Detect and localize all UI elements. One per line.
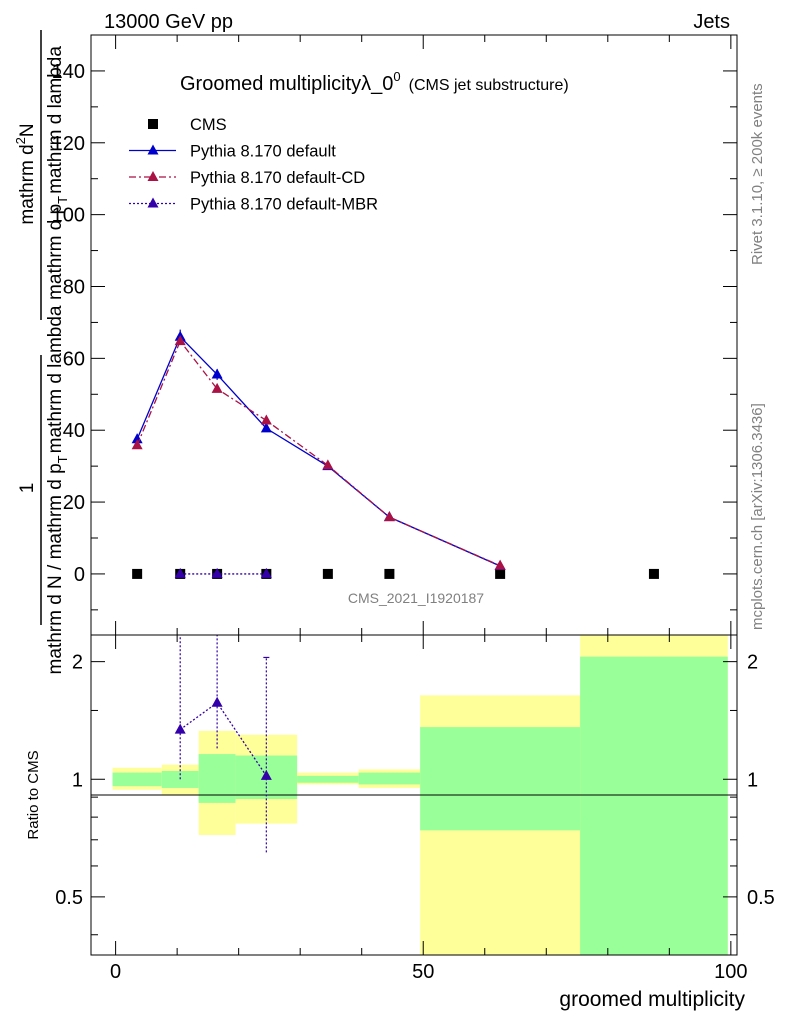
x-tick-label: 0 [110,961,121,983]
ratio-band-green [358,772,421,785]
main-ytick-label: 20 [63,492,85,514]
header-left: 13000 GeV pp [104,11,233,33]
chart-title: Groomed multiplicityλ_00(CMS jet substru… [180,69,569,95]
mbr-point [174,567,186,578]
cd-line [136,339,501,567]
ratio-ytick-label: 0.5 [55,887,83,909]
x-tick-label: 100 [714,961,747,983]
x-axis-label: groomed multiplicity [559,988,745,1011]
legend-label-cd: Pythia 8.170 default-CD [190,169,365,187]
cms-point [648,568,659,579]
cms-point [495,568,506,579]
main-series [131,329,659,579]
ylabel-num-2: mathrm d2N [13,123,38,224]
ratio-band-green [420,727,581,831]
mbr-ratio-point [260,769,272,780]
main-ytick-label: 40 [63,420,85,442]
legend-marker-default [147,144,159,155]
main-ytick-label: 0 [74,564,85,586]
main-ytick-label: 140 [52,61,85,83]
ratio-ytick-label: 1 [72,769,83,791]
ratio-series [174,635,272,853]
ratio-ytick-label-right: 1 [747,769,758,791]
ratio-frame [90,634,738,956]
ratio-band-green [297,775,359,783]
legend: CMS Pythia 8.170 default Pythia 8.170 defa… [129,116,378,214]
main-ylabel: 1 mathrm d N / mathrm d pTmathrm d lambd… [13,30,70,674]
legend-label-default: Pythia 8.170 default [190,143,336,161]
cms-point [384,568,395,579]
ratio-ytick-label-right: 0.5 [747,887,775,909]
default-point [131,433,143,444]
cd-point [260,414,272,425]
cd-point [322,459,334,470]
ratio-band-green [161,770,199,788]
cd-point [174,335,186,346]
mbr-ratio-point [174,723,186,734]
ratio-ylabel: Ratio to CMS [25,750,42,839]
main-ticks: 0 20 40 60 80 100 120 140 [52,34,737,635]
main-ytick-label: 100 [52,205,85,227]
ratio-plot: 0.5 0.5 1 1 2 2 0 50 100 Ratio to CMS groomed mu… [25,634,775,1011]
legend-label-cms: CMS [190,116,227,134]
cd-point [383,511,395,522]
mbr-point [211,567,223,578]
ratio-band-green [580,656,728,955]
x-tick-label: 50 [412,961,434,983]
cms-point [132,568,143,579]
ratio-ytick-label: 2 [72,652,83,674]
watermark: CMS_2021_I1920187 [348,590,484,606]
ratio-band-green [198,754,236,803]
ylabel-den-1: mathrm d N / mathrm d pTmathrm d lambda [45,305,70,674]
cms-point [322,568,333,579]
main-ytick-label: 60 [63,348,85,370]
cd-point [131,439,143,450]
default-line [136,335,501,567]
mcplots-text: mcplots.cern.ch [arXiv:1306.3436] [749,403,766,630]
legend-marker-mbr [147,197,159,208]
default-point [211,368,223,379]
rivet-text: Rivet 3.1.10, ≥ 200k events [749,83,766,265]
legend-marker-cd [147,171,159,181]
header-right: Jets [693,11,730,33]
mbr-point [260,567,272,578]
ylabel-num-1: 1 [17,483,38,494]
main-plot: 0 20 40 60 80 100 120 140 CMS_2021_I1920187 Gro… [52,34,738,636]
mbr-ratio-point [211,696,223,707]
main-ytick-label: 120 [52,133,85,155]
legend-label-mbr: Pythia 8.170 default-MBR [190,196,378,214]
main-frame [90,34,738,636]
ylabel-den-2: mathrm d pTmathrm d lambda [45,46,70,300]
legend-marker-cms [148,119,158,129]
ratio-band-green [112,772,162,787]
cd-point [211,382,223,393]
ratio-ticks: 0.5 0.5 1 1 2 2 0 50 100 [55,635,775,983]
cd-point [494,559,506,570]
main-ytick-label: 80 [63,276,85,298]
ratio-ytick-label-right: 2 [747,652,758,674]
default-point [260,422,272,433]
